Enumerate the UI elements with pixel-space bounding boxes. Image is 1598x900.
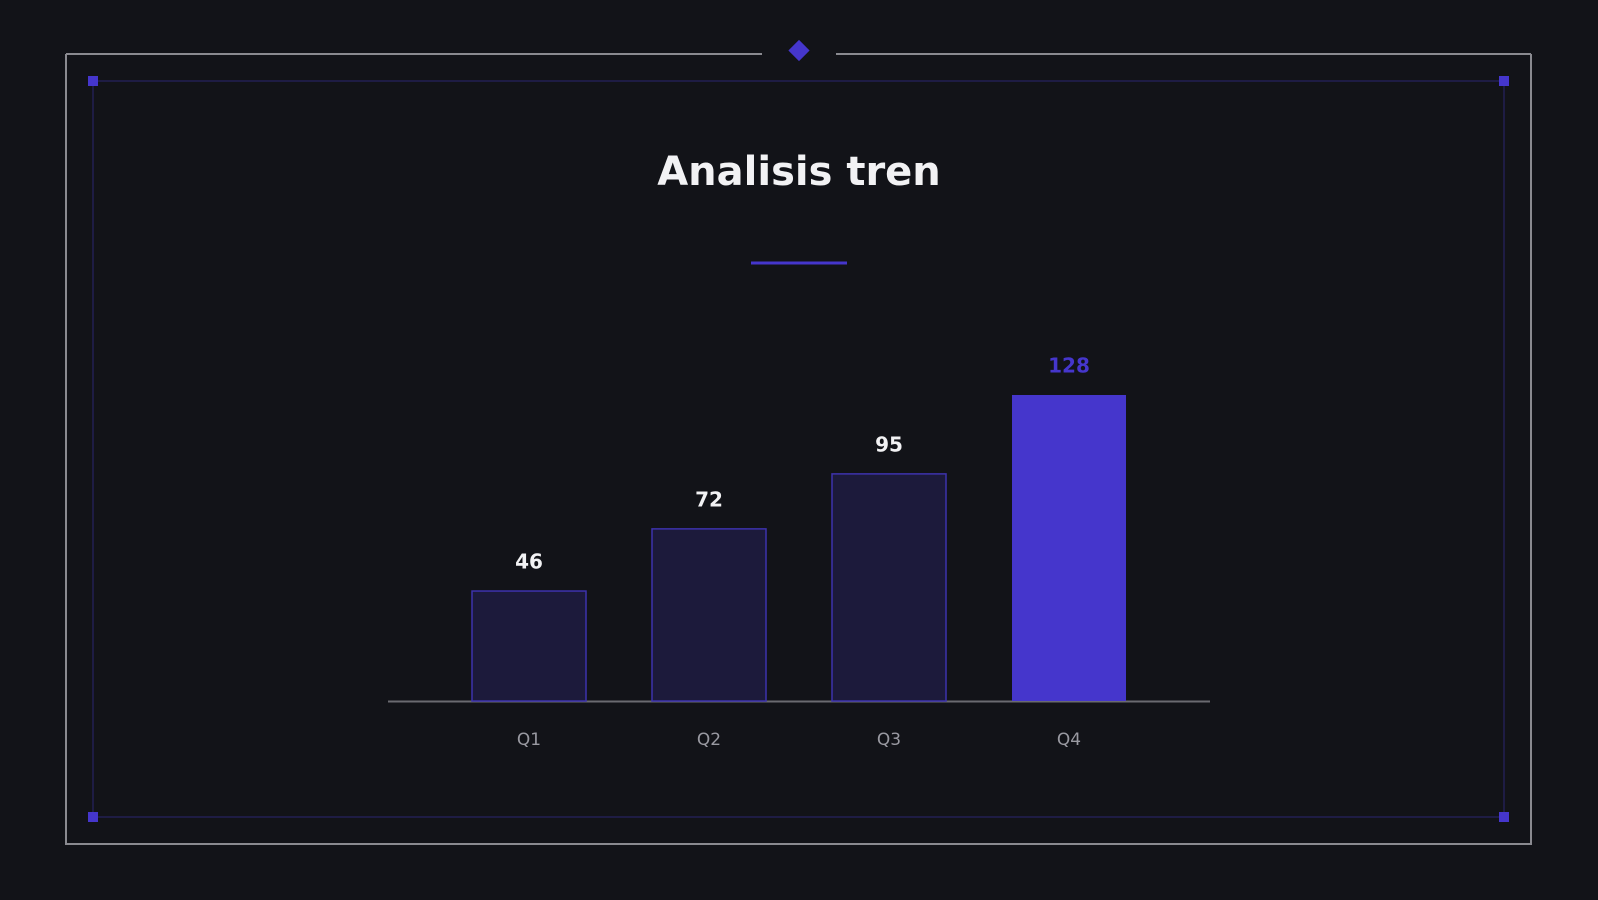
bar bbox=[831, 473, 947, 702]
x-tick-label: Q3 bbox=[877, 730, 901, 750]
corner bbox=[88, 76, 98, 86]
x-tick-label: Q2 bbox=[697, 730, 721, 750]
chart-title: Analisis tren bbox=[657, 149, 941, 195]
bar bbox=[471, 590, 587, 702]
frame-diamond bbox=[788, 39, 810, 62]
frame bbox=[65, 54, 1532, 845]
x-tick-label: Q1 bbox=[517, 730, 541, 750]
bar bbox=[1012, 395, 1126, 701]
value-label: 72 bbox=[695, 487, 723, 511]
corner bbox=[1499, 812, 1509, 822]
value-label: 95 bbox=[875, 432, 903, 456]
value-label: 46 bbox=[515, 550, 543, 574]
x-tick-label: Q4 bbox=[1057, 730, 1081, 750]
inner-frame bbox=[92, 80, 1505, 818]
corner bbox=[1499, 76, 1509, 86]
value-label: 128 bbox=[1048, 354, 1090, 378]
bar bbox=[651, 528, 767, 702]
corner bbox=[88, 812, 98, 822]
